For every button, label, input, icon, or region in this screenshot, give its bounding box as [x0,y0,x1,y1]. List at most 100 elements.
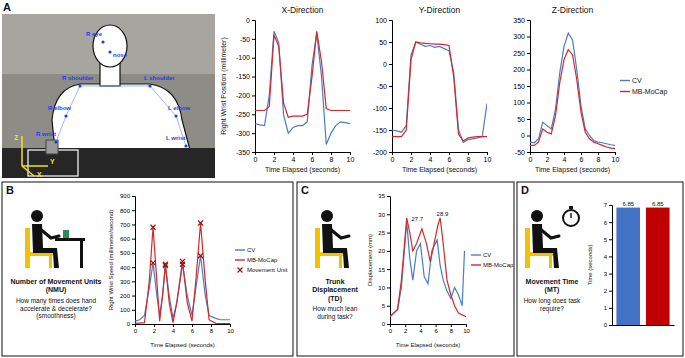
x-tick: 10 [484,152,492,163]
icon-stopwatch [570,213,571,218]
y-tick-mark [609,308,612,309]
x-axis-line [136,325,231,328]
icon-stopwatch [569,206,573,209]
photo-wall [2,14,215,74]
y-axis-title: Time (seconds) [587,244,593,285]
panel-subtitle-line: How long does task [524,297,581,305]
y-tick-mark [609,205,612,206]
keypoint-label: L wrist [166,135,185,141]
line-chart: 0246810-350-300-250-200-150-100-500X-Dir… [220,5,354,174]
keypoint-label: L shoulder [144,75,175,81]
table-axis [22,165,48,167]
y-tick-mark [132,224,135,225]
panel-subtitle: How long does taskrequire? [524,297,581,313]
panel-title-line: Trunk [325,278,344,285]
x-tick-label: 10 [484,156,492,163]
x-tick: 6 [311,152,315,163]
y-tick-label: 15 [378,267,385,273]
x-tick: 10 [612,152,620,163]
legend-symbol [471,264,481,265]
x-tick-label: 4 [172,328,176,334]
y-tick: -50 [377,83,392,90]
x-axis-line [613,325,675,326]
x-tick-mark [564,152,565,155]
y-tick-mark [387,287,390,288]
table [2,148,215,178]
skeleton-bone [176,116,186,146]
y-tick-label: 0 [521,132,525,139]
x-tick-mark [430,152,431,155]
panel-title-line: (NMU) [46,286,67,294]
plot-area [530,33,615,149]
y-tick-label: 400 [120,265,131,271]
y-tick-mark [387,324,390,325]
y-tick: 30 [378,212,390,218]
line-chart: 0246810-200-150-100-50050100Y-DirectionT… [373,5,492,174]
y-tick-label: 7 [604,202,608,208]
y-tick-mark [527,152,530,153]
x-tick-mark [420,324,421,327]
icon-stopwatch [563,210,579,226]
bar [646,208,670,325]
y-tick: 10 [378,285,390,291]
y-tick-label: -150 [373,127,387,134]
y-tick-label: -100 [373,105,387,112]
y-tick: 7 [604,202,612,208]
keypoint [108,50,111,53]
legend-label: Movement Unit [247,267,288,273]
y-tick-mark [609,239,612,240]
photo: R eyenoseR shoulderL shoulderR elbowL el… [2,14,215,178]
y-axis-title: Right Wrist Position (millimeter) [220,37,228,135]
x-tick-mark [173,324,174,327]
x-tick-label: 10 [463,328,470,334]
y-tick-label: 10 [378,285,385,291]
panel-subtitle-line: How much lean [313,305,358,312]
y-tick-label: -250 [236,111,250,118]
y-tick-label: 50 [517,116,525,123]
icon-cup [63,230,69,238]
panel-title-line: Number of Movement Units [10,278,101,285]
legend-symbol [620,80,630,81]
y-tick-label: -200 [236,92,250,99]
x-tick: 6 [434,324,438,334]
y-axis: 05101520253035 [378,193,390,327]
y-tick-mark [527,53,530,54]
y-tick: 20 [378,248,390,254]
x-tick-mark [331,152,332,155]
icon-body [322,224,349,268]
chart-title: X-Direction [281,5,323,15]
x-tick-mark [466,324,467,327]
panel-title: TrunkDisplacement(TD) [312,278,358,303]
table-axis-label: Y [50,158,55,165]
y-tick-label: 700 [120,222,131,228]
y-tick-mark [387,251,390,252]
y-tick-label: 900 [120,193,131,199]
y-tick-mark [252,58,255,59]
y-tick-label: -200 [373,149,387,156]
y-tick-label: 300 [120,279,131,285]
y-tick-mark [252,39,255,40]
y-tick: 0 [383,61,392,68]
y-tick-label: 6 [604,220,608,226]
y-tick-mark [387,269,390,270]
x-tick-label: 8 [450,328,454,334]
marker-x [163,263,168,268]
y-tick: 0 [604,322,612,328]
panel-subtitle-line: require? [540,305,564,313]
legend: CVMB-MoCap [620,77,668,96]
table-axis [22,166,34,176]
y-tick: 0 [246,17,255,24]
panel-letter: A [3,1,11,13]
icon-chair [315,228,320,268]
icon-chair [49,254,52,268]
icon-desk [55,238,85,241]
y-tick-mark [387,306,390,307]
y-tick-label: 2 [604,288,608,294]
x-axis-title: Time Elapsed (seconds) [265,166,340,174]
legend-symbol [471,254,481,255]
keypoint [54,140,57,143]
y-tick-label: -50 [377,83,387,90]
x-tick-label: 4 [292,156,296,163]
x-axis: 0246810 [134,324,235,334]
legend-label: MB-MoCap [483,262,514,268]
